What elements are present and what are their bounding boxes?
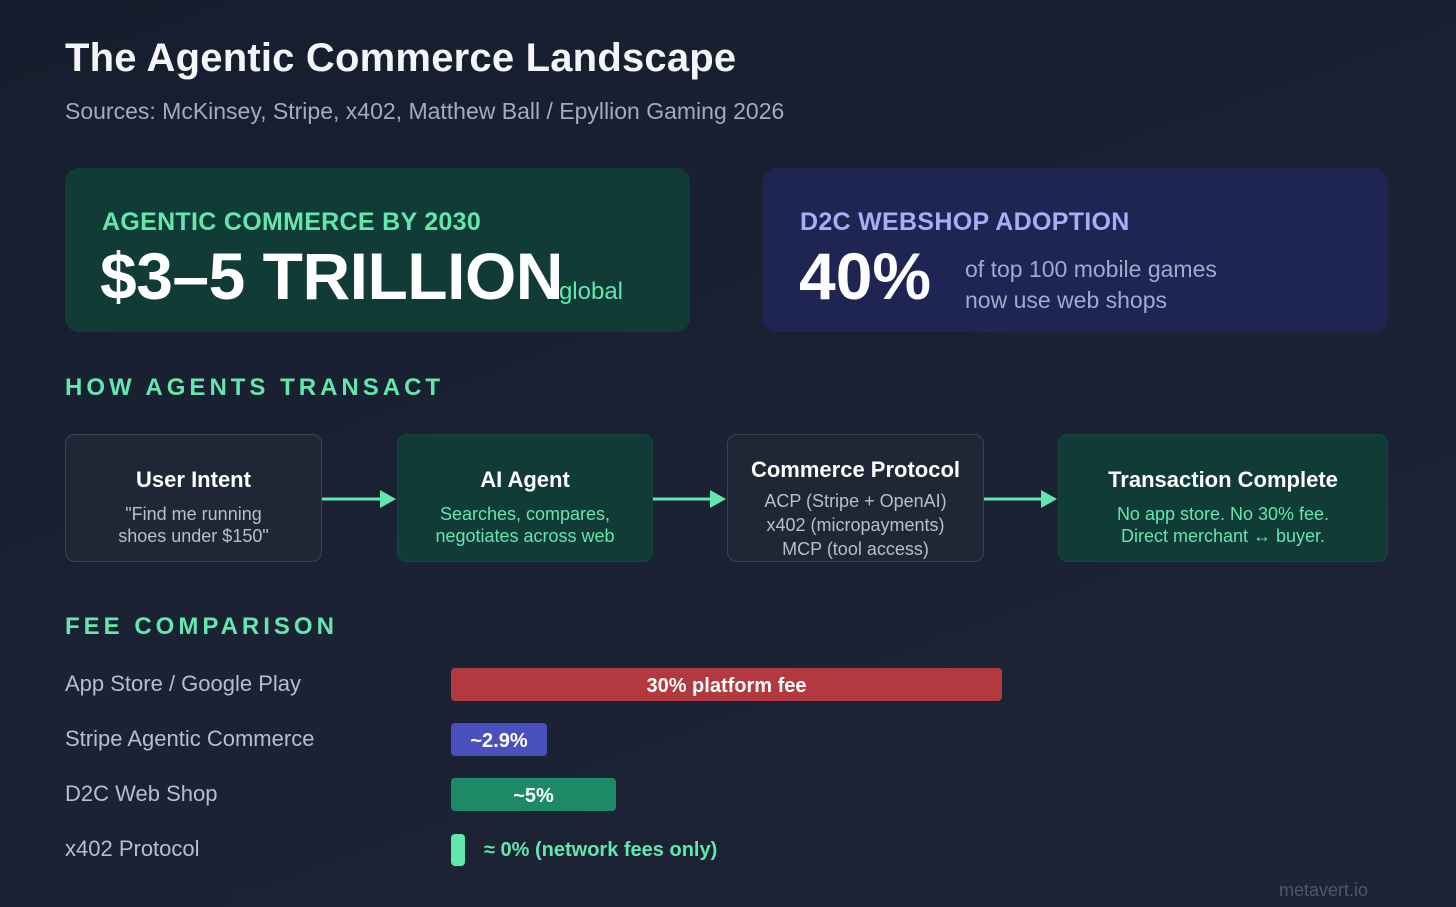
flow-step-body: ACP (Stripe + OpenAI) x402 (micropayment…	[728, 489, 983, 561]
commerce-stat-suffix: global	[558, 278, 624, 305]
flow-step-line: Searches, compares,	[439, 504, 611, 524]
flow-section-heading: HOW AGENTS TRANSACT	[65, 374, 445, 401]
flow-step-title: Commerce Protocol	[750, 457, 961, 482]
fee-bar-label: ~2.9%	[470, 730, 528, 752]
webshop-stat-description: of top 100 mobile games now use web shop…	[965, 254, 1217, 316]
webshop-stat-label: D2C WEBSHOP ADOPTION	[800, 208, 1130, 236]
fee-section-heading: FEE COMPARISON	[65, 613, 338, 640]
fee-label-stripe: Stripe Agentic Commerce	[65, 726, 315, 751]
flow-step-ai-agent: AI Agent Searches, compares, negotiates …	[397, 434, 653, 562]
flow-step-line: "Find me running	[125, 504, 262, 524]
page-subtitle: Sources: McKinsey, Stripe, x402, Matthew…	[65, 98, 785, 124]
flow-step-transaction-complete: Transaction Complete No app store. No 30…	[1058, 434, 1388, 562]
webshop-stat-value: 40%	[799, 239, 932, 313]
commerce-stat-label: AGENTIC COMMERCE BY 2030	[102, 208, 482, 236]
fee-label-x402: x402 Protocol	[65, 836, 200, 861]
flow-arrow-icon	[984, 490, 1057, 508]
fee-bar-d2c: ~5%	[451, 778, 616, 811]
fee-bar-app-store: 30% platform fee	[451, 668, 1002, 701]
fee-bar-x402	[451, 834, 465, 866]
commerce-stat-card: AGENTIC COMMERCE BY 2030 $3–5 TRILLIONgl…	[65, 168, 690, 332]
flow-step-body: Searches, compares, negotiates across we…	[398, 503, 652, 547]
flow-step-line: x402 (micropayments)	[766, 515, 945, 535]
flow-arrow-icon	[322, 490, 396, 508]
flow-step-user-intent: User Intent "Find me running shoes under…	[65, 434, 322, 562]
flow-step-line: Direct merchant ↔ buyer.	[1120, 526, 1326, 546]
flow-step-title: Transaction Complete	[1108, 467, 1338, 492]
webshop-desc-line-2: now use web shops	[965, 287, 1168, 313]
page-title: The Agentic Commerce Landscape	[65, 36, 737, 80]
commerce-stat-value-group: $3–5 TRILLIONglobal	[100, 238, 623, 314]
webshop-stat-card: D2C WEBSHOP ADOPTION 40% of top 100 mobi…	[763, 168, 1388, 332]
fee-label-app-store: App Store / Google Play	[65, 671, 302, 696]
fee-bar-label: ~5%	[513, 785, 554, 807]
source-footer: metavert.io	[1279, 880, 1369, 900]
fee-bar-label: 30% platform fee	[646, 675, 807, 697]
flow-step-line: ACP (Stripe + OpenAI)	[764, 491, 947, 511]
flow-step-line: No app store. No 30% fee.	[1116, 504, 1330, 524]
flow-step-commerce-protocol: Commerce Protocol ACP (Stripe + OpenAI) …	[727, 434, 984, 562]
fee-bar-stripe: ~2.9%	[451, 723, 547, 756]
flow-step-line: MCP (tool access)	[782, 539, 929, 559]
commerce-stat-value: $3–5 TRILLION	[100, 239, 563, 313]
flow-step-line: shoes under $150"	[118, 526, 269, 546]
webshop-desc-line-1: of top 100 mobile games	[965, 256, 1217, 282]
flow-arrow-icon	[653, 490, 726, 508]
fee-label-d2c: D2C Web Shop	[65, 781, 218, 806]
flow-step-body: "Find me running shoes under $150"	[66, 503, 321, 547]
flow-step-line: negotiates across web	[435, 526, 615, 546]
fee-bar-x402-note: ≈ 0% (network fees only)	[484, 839, 718, 861]
flow-step-body: No app store. No 30% fee. Direct merchan…	[1059, 503, 1387, 547]
flow-step-title: AI Agent	[480, 467, 570, 492]
flow-step-title: User Intent	[136, 467, 251, 492]
